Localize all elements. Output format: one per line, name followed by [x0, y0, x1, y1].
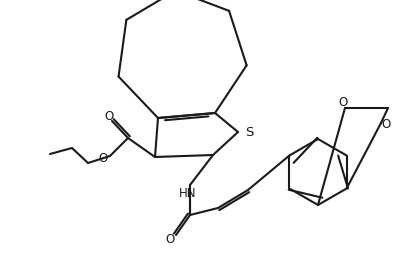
Text: HN: HN — [179, 187, 196, 200]
Text: O: O — [380, 118, 390, 132]
Text: S: S — [244, 127, 253, 139]
Text: O: O — [98, 152, 107, 165]
Text: O: O — [104, 110, 113, 123]
Text: O: O — [165, 234, 174, 246]
Text: O: O — [337, 97, 347, 110]
